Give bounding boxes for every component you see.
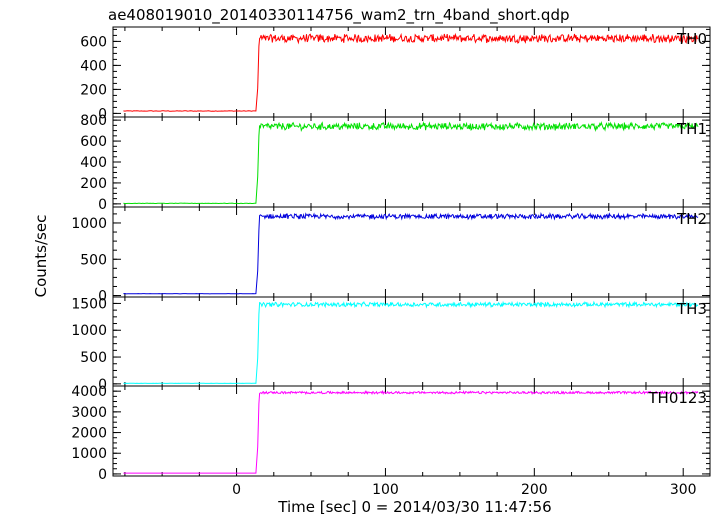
series-label: TH2 bbox=[676, 210, 707, 228]
y-tick-label: 500 bbox=[80, 252, 107, 268]
y-tick-label: 500 bbox=[80, 350, 107, 366]
x-tick-label: 300 bbox=[670, 482, 697, 498]
panel-frame bbox=[112, 116, 711, 208]
y-tick-label: 1500 bbox=[71, 296, 107, 312]
y-tick-label: 200 bbox=[80, 82, 107, 98]
series-line-th2 bbox=[123, 212, 699, 295]
y-axis-label: Counts/sec bbox=[32, 215, 50, 298]
y-tick-label: 200 bbox=[80, 176, 107, 192]
panel-th1: 0 200 400 600 800 TH1 bbox=[80, 113, 711, 213]
y-tick-label: 600 bbox=[80, 34, 107, 50]
panel-th2: 0 500 1000 TH2 bbox=[71, 206, 711, 305]
panel-th0: 0 200 400 600 TH0 bbox=[80, 26, 711, 122]
series-line-th1 bbox=[123, 120, 699, 205]
chart-title: ae408019010_20140330114756_wam2_trn_4ban… bbox=[108, 6, 570, 25]
panel-frame bbox=[112, 296, 711, 387]
series-label: TH1 bbox=[676, 120, 707, 138]
series-label: TH3 bbox=[676, 300, 707, 318]
series-line-th3 bbox=[123, 300, 699, 384]
panel-th3: 0 500 1000 1500 TH3 bbox=[71, 296, 711, 393]
y-tick-label: 2000 bbox=[71, 426, 107, 442]
x-tick-label: 0 bbox=[232, 482, 241, 498]
y-tick-label: 0 bbox=[98, 106, 107, 122]
series-label: TH0 bbox=[676, 30, 707, 48]
y-tick-label: 800 bbox=[80, 113, 107, 129]
series-line-th0 bbox=[123, 32, 699, 112]
y-tick-label: 1000 bbox=[71, 323, 107, 339]
y-tick-label: 1000 bbox=[71, 216, 107, 232]
x-tick-label: 100 bbox=[372, 482, 399, 498]
y-tick-label: 0 bbox=[98, 377, 107, 393]
y-tick-label: 400 bbox=[80, 58, 107, 74]
y-tick-label: 1000 bbox=[71, 446, 107, 462]
y-tick-label: 0 bbox=[98, 197, 107, 213]
panel-th0123: 0 1000 2000 3000 4000 TH0123 0 100 200 300 bbox=[71, 384, 711, 498]
series-line-th0123 bbox=[123, 389, 699, 474]
x-tick-label: 200 bbox=[521, 482, 548, 498]
x-axis-label: Time [sec] 0 = 2014/03/30 11:47:56 bbox=[277, 498, 551, 516]
y-tick-label: 600 bbox=[80, 134, 107, 150]
panel-frame bbox=[112, 385, 711, 477]
y-tick-label: 0 bbox=[98, 467, 107, 483]
y-tick-label: 400 bbox=[80, 155, 107, 171]
y-tick-label: 3000 bbox=[71, 405, 107, 421]
panel-frame bbox=[112, 206, 711, 298]
y-tick-label: 0 bbox=[98, 289, 107, 305]
y-tick-label: 4000 bbox=[71, 384, 107, 400]
series-label: TH0123 bbox=[647, 389, 707, 407]
